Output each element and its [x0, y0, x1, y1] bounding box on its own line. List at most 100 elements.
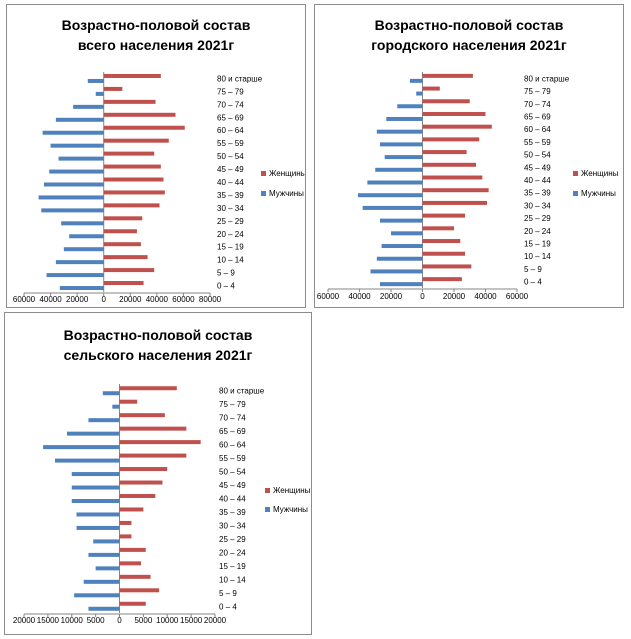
x-tick-label: 0 — [420, 292, 425, 301]
legend-swatch — [261, 171, 266, 176]
bar-female — [422, 251, 466, 256]
bar-male — [58, 156, 104, 161]
x-tick-label: 15000 — [180, 616, 203, 625]
category-label: 30 – 34 — [217, 204, 244, 213]
bar-male — [376, 129, 423, 134]
category-label: 25 – 29 — [217, 217, 244, 226]
bar-male — [76, 512, 120, 517]
bar-female — [103, 112, 176, 117]
category-label: 15 – 19 — [217, 243, 244, 252]
category-label: 40 – 44 — [219, 495, 246, 504]
bar-female — [119, 440, 201, 445]
bar-female — [422, 111, 486, 116]
bar-female — [422, 175, 483, 180]
bar-female — [422, 86, 440, 91]
x-tick-label: 20000 — [380, 292, 403, 301]
bar-female — [103, 255, 148, 260]
category-label: 60 – 64 — [524, 125, 551, 134]
x-tick-label: 5000 — [134, 616, 152, 625]
chart-title: Возрастно-половой состав сельского насел… — [63, 327, 253, 363]
bar-male — [46, 273, 104, 278]
chart-panel-urban: Возрастно-половой состав городского насе… — [314, 4, 624, 308]
bar-female — [119, 426, 187, 431]
category-label: 75 – 79 — [217, 87, 244, 96]
bar-male — [88, 418, 120, 423]
bar-male — [88, 552, 120, 557]
category-label: 50 – 54 — [217, 152, 244, 161]
bar-female — [422, 188, 489, 193]
category-label: 30 – 34 — [219, 521, 246, 530]
bar-female — [422, 277, 462, 282]
bar-male — [95, 91, 104, 96]
legend-label: Мужчины — [273, 505, 308, 514]
legend-label: Женщины — [581, 169, 619, 178]
bar-female — [119, 601, 146, 606]
bar-female — [103, 151, 155, 156]
category-label: 55 – 59 — [217, 139, 244, 148]
bar-male — [50, 143, 104, 148]
bar-male — [71, 485, 120, 490]
bar-female — [119, 399, 138, 404]
category-label: 0 – 4 — [524, 278, 542, 287]
category-label: 25 – 29 — [219, 535, 246, 544]
x-tick-label: 20000 — [443, 292, 466, 301]
bar-female — [103, 281, 144, 286]
bar-male — [83, 579, 120, 584]
bar-female — [119, 520, 132, 525]
bar-male — [43, 182, 104, 187]
category-label: 50 – 54 — [524, 151, 551, 160]
bar-female — [422, 73, 473, 78]
legend-label: Мужчины — [269, 189, 304, 198]
x-tick-label: 20000 — [66, 295, 89, 304]
chart-title: Возрастно-половой состав всего населения… — [61, 17, 251, 53]
bar-female — [119, 507, 144, 512]
bar-female — [119, 534, 132, 539]
bar-male — [362, 205, 423, 210]
chart-panel-rural: Возрастно-половой состав сельского насел… — [4, 312, 312, 635]
bar-female — [103, 268, 155, 273]
category-label: 45 – 49 — [217, 165, 244, 174]
category-label: 35 – 39 — [217, 191, 244, 200]
bar-male — [95, 566, 120, 571]
bar-female — [119, 386, 177, 391]
x-tick-label: 15000 — [37, 616, 60, 625]
bar-male — [59, 286, 104, 291]
x-tick-label: 60000 — [317, 292, 340, 301]
category-label: 50 – 54 — [219, 468, 246, 477]
category-label: 65 – 69 — [217, 113, 244, 122]
category-label: 65 – 69 — [524, 112, 551, 121]
bar-male — [384, 155, 423, 160]
bar-female — [103, 229, 137, 234]
x-tick-label: 60000 — [506, 292, 529, 301]
chart-panel-total: Возрастно-половой состав всего населения… — [6, 4, 306, 308]
category-label: 45 – 49 — [219, 481, 246, 490]
bar-female — [119, 480, 163, 485]
bar-female — [103, 86, 123, 91]
bar-male — [71, 499, 120, 503]
x-tick-label: 40000 — [146, 295, 169, 304]
bar-male — [379, 282, 423, 287]
bar-male — [73, 104, 104, 109]
bar-female — [422, 124, 492, 129]
bar-male — [55, 260, 104, 265]
x-tick-label: 0 — [117, 616, 122, 625]
bar-female — [103, 216, 143, 221]
category-label: 45 – 49 — [524, 163, 551, 172]
bar-male — [69, 234, 104, 239]
category-label: 5 – 9 — [219, 589, 237, 598]
category-label: 15 – 19 — [524, 240, 551, 249]
x-tick-label: 10000 — [61, 616, 84, 625]
bar-male — [357, 193, 423, 198]
bar-male — [61, 221, 104, 226]
bar-male — [38, 195, 104, 200]
x-tick-label: 10000 — [156, 616, 179, 625]
category-label: 75 – 79 — [219, 400, 246, 409]
bar-male — [376, 256, 423, 261]
category-label: 70 – 74 — [217, 100, 244, 109]
category-label: 55 – 59 — [524, 138, 551, 147]
bar-female — [422, 239, 461, 244]
category-label: 5 – 9 — [217, 269, 235, 278]
category-label: 20 – 24 — [219, 548, 246, 557]
category-label: 25 – 29 — [524, 214, 551, 223]
